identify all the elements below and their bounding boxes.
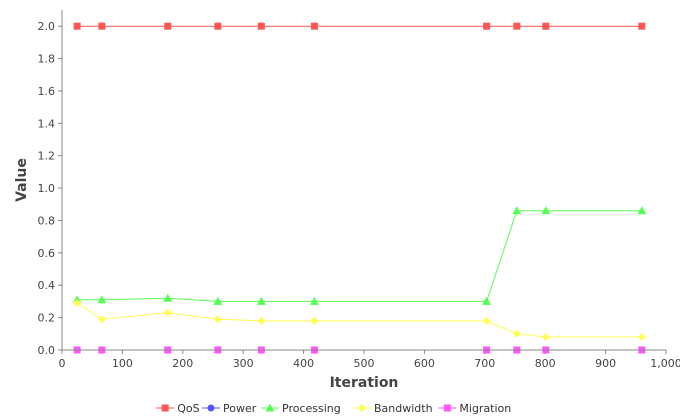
data-point-qos [513,22,521,30]
legend-marker-qos [161,404,169,412]
y-tick-label: 0.8 [38,214,56,227]
y-tick-label: 0.2 [38,312,56,325]
series-bandwidth [73,299,646,342]
x-tick-label: 400 [293,357,314,370]
y-tick-label: 0.4 [38,279,56,292]
data-point-qos [542,22,550,30]
data-point-processing [213,296,223,305]
axis-ticks: 0.0 0.2 0.4 0.6 0.8 1.0 1.2 1.4 1.6 1.8 2.0 0 100 200… [38,20,680,370]
y-axis-label: Value [14,158,30,202]
y-tick-label: 1.2 [38,150,56,163]
data-point-qos [638,22,646,30]
data-point-qos [310,22,318,30]
data-point-bandwidth [257,316,266,325]
x-tick-label: 500 [354,357,375,370]
y-tick-label: 1.4 [38,117,56,130]
legend-label-power: Power [223,402,257,415]
x-tick-label: 800 [535,357,556,370]
data-point-bandwidth [97,315,106,324]
legend-marker-bandwidth [358,404,366,412]
legend-label-bandwidth: Bandwidth [374,402,433,415]
data-point-qos [214,22,222,30]
data-point-bandwidth [541,333,550,342]
data-point-bandwidth [637,333,646,342]
y-tick-label: 2.0 [38,20,56,33]
legend-item-migration: Migration [438,402,511,415]
x-tick-label: 100 [112,357,133,370]
data-point-qos [73,22,81,30]
y-tick-label: 1.8 [38,53,56,66]
x-tick-label: 300 [233,357,254,370]
legend-item-bandwidth: Bandwidth [353,402,433,415]
legend-label-migration: Migration [459,402,511,415]
x-tick-label: 600 [414,357,435,370]
y-tick-label: 0.6 [38,247,56,260]
series-processing [72,206,647,305]
data-point-processing [637,206,647,215]
series-layer [72,22,647,354]
legend-item-qos: QoS [156,402,200,415]
legend-label-processing: Processing [282,402,341,415]
y-tick-label: 1.0 [38,182,56,195]
data-point-bandwidth [73,299,82,308]
data-point-bandwidth [310,316,319,325]
series-line-processing [77,210,642,302]
x-tick-label: 900 [595,357,616,370]
data-point-processing [256,296,266,305]
data-point-processing [97,295,107,304]
x-tick-label: 200 [172,357,193,370]
data-point-processing [512,206,522,215]
data-point-qos [257,22,265,30]
legend-label-qos: QoS [177,402,199,415]
x-tick-label: 0 [59,357,66,370]
data-point-qos [483,22,491,30]
series-qos [73,22,646,30]
legend-marker-migration [443,404,451,412]
y-tick-label: 1.6 [38,85,56,98]
legend-item-power: Power [202,402,257,415]
series-line-bandwidth [76,302,642,338]
data-point-processing [309,296,319,305]
legend-item-processing: Processing [261,402,341,415]
data-point-bandwidth [163,308,172,317]
data-point-processing [163,293,173,302]
data-point-processing [541,206,551,215]
y-tick-label: 0.0 [38,344,56,357]
x-axis-label: Iteration [330,375,399,391]
legend-marker-power [207,404,215,412]
legend: QoS Power Processing Bandwidth Migration [156,402,511,415]
data-point-bandwidth [213,315,222,324]
data-point-bandwidth [482,316,491,325]
x-tick-label: 1,000 [650,357,680,370]
x-tick-label: 700 [474,357,495,370]
data-point-qos [164,22,172,30]
data-point-bandwidth [512,329,521,338]
data-point-qos [98,22,106,30]
data-point-processing [482,296,492,305]
legend-marker-processing [265,403,275,412]
